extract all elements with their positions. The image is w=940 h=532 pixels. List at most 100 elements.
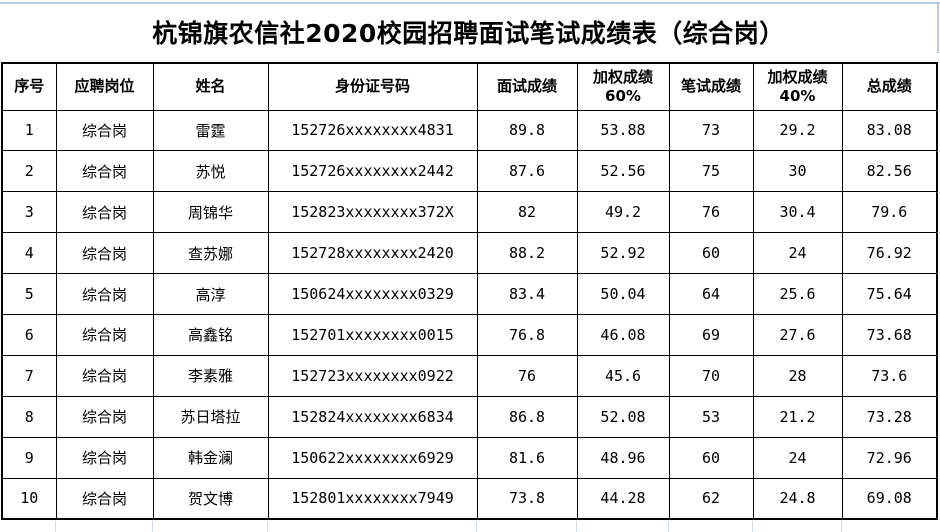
cell-total-score: 69.08 [841, 477, 938, 520]
cell-name: 查苏娜 [152, 232, 269, 275]
cell-position: 综合岗 [55, 395, 154, 438]
cell-weighted-60: 49.2 [576, 191, 670, 234]
gridline-stub [752, 521, 753, 532]
cell-interview-score: 89.8 [476, 109, 578, 152]
cell-weighted-40: 24 [752, 232, 843, 275]
cell-total-score: 75.64 [841, 273, 938, 315]
col-header-weighted-60: 加权成绩 60% [576, 62, 670, 111]
cell-interview-score: 82 [476, 191, 578, 234]
cell-weighted-60: 46.08 [576, 313, 670, 356]
gridline-stub [937, 518, 940, 519]
gridline-stub [668, 521, 669, 532]
cell-written-score: 53 [668, 395, 754, 438]
cell-index: 1 [1, 109, 57, 152]
col-header-interview-score: 面试成绩 [476, 62, 578, 111]
cell-total-score: 73.28 [841, 395, 938, 438]
gridline-stub [267, 521, 268, 532]
cell-position: 综合岗 [55, 436, 154, 479]
cell-interview-score: 86.8 [476, 395, 578, 438]
cell-id-number: 150622xxxxxxxx6929 [267, 436, 478, 479]
table-body: 1 综合岗 雷霆 152726xxxxxxxx4831 89.8 53.88 73 29.2 8… [1, 109, 938, 520]
cell-index: 3 [1, 191, 57, 234]
cell-index: 10 [1, 477, 57, 520]
gridline-stub [937, 151, 940, 152]
table-row: 10 综合岗 贺文博 152801xxxxxxxx7949 73.8 44.28 62 24.… [1, 477, 938, 520]
gridline-top [0, 2, 940, 4]
cell-weighted-60: 52.56 [576, 150, 670, 193]
cell-written-score: 60 [668, 436, 754, 479]
cell-position: 综合岗 [55, 354, 154, 397]
cell-position: 综合岗 [55, 109, 154, 152]
cell-weighted-60: 44.28 [576, 477, 670, 520]
cell-weighted-60: 45.6 [576, 354, 670, 397]
gridline-stub [937, 477, 940, 478]
cell-weighted-60: 52.08 [576, 395, 670, 438]
cell-id-number: 150624xxxxxxxx0329 [267, 273, 478, 315]
cell-position: 综合岗 [55, 477, 154, 520]
cell-written-score: 60 [668, 232, 754, 275]
cell-name: 李素雅 [152, 354, 269, 397]
table-row: 6 综合岗 高鑫铭 152701xxxxxxxx0015 76.8 46.08 69 27.6… [1, 313, 938, 356]
cell-index: 5 [1, 273, 57, 315]
cell-written-score: 75 [668, 150, 754, 193]
cell-total-score: 72.96 [841, 436, 938, 479]
gridline-stub [576, 521, 577, 532]
cell-index: 7 [1, 354, 57, 397]
cell-weighted-40: 21.2 [752, 395, 843, 438]
table-row: 5 综合岗 高淳 150624xxxxxxxx0329 83.4 50.04 64 25.6 7… [1, 273, 938, 315]
cell-name: 高鑫铭 [152, 313, 269, 356]
gridline-stub [937, 232, 940, 233]
cell-interview-score: 76.8 [476, 313, 578, 356]
cell-id-number: 152726xxxxxxxx2442 [267, 150, 478, 193]
page-title: 杭锦旗农信社2020校园招聘面试笔试成绩表（综合岗） [152, 19, 785, 48]
score-table: 序号 应聘岗位 姓名 身份证号码 面试成绩 加权成绩 60% 笔试成绩 加权成绩… [1, 62, 938, 520]
cell-weighted-40: 30.4 [752, 191, 843, 234]
cell-id-number: 152701xxxxxxxx0015 [267, 313, 478, 356]
cell-position: 综合岗 [55, 191, 154, 234]
gridline-stub [937, 110, 940, 111]
cell-weighted-40: 28 [752, 354, 843, 397]
cell-id-number: 152726xxxxxxxx4831 [267, 109, 478, 152]
cell-interview-score: 76 [476, 354, 578, 397]
cell-total-score: 83.08 [841, 109, 938, 152]
cell-position: 综合岗 [55, 150, 154, 193]
cell-id-number: 152823xxxxxxxx372X [267, 191, 478, 234]
col-header-weighted-40: 加权成绩 40% [752, 62, 843, 111]
cell-weighted-40: 24 [752, 436, 843, 479]
cell-total-score: 82.56 [841, 150, 938, 193]
gridline-stub [937, 273, 940, 274]
gridline-stub [937, 436, 940, 437]
col-header-total-score: 总成绩 [841, 62, 938, 111]
table-row: 8 综合岗 苏日塔拉 152824xxxxxxxx6834 86.8 52.08 53 21.… [1, 395, 938, 438]
cell-name: 周锦华 [152, 191, 269, 234]
cell-name: 韩金澜 [152, 436, 269, 479]
cell-weighted-60: 53.88 [576, 109, 670, 152]
table-row: 2 综合岗 苏悦 152726xxxxxxxx2442 87.6 52.56 75 30 82.… [1, 150, 938, 193]
cell-index: 9 [1, 436, 57, 479]
cell-index: 8 [1, 395, 57, 438]
cell-interview-score: 87.6 [476, 150, 578, 193]
gridline-stub [937, 192, 940, 193]
col-header-position: 应聘岗位 [55, 62, 154, 111]
gridline-stub [937, 314, 940, 315]
cell-name: 高淳 [152, 273, 269, 315]
gridline-stub [476, 521, 477, 532]
col-header-id-number: 身份证号码 [267, 62, 478, 111]
cell-written-score: 69 [668, 313, 754, 356]
cell-written-score: 62 [668, 477, 754, 520]
col-header-index: 序号 [1, 62, 57, 111]
cell-total-score: 73.6 [841, 354, 938, 397]
gridline-stub [937, 355, 940, 356]
cell-index: 4 [1, 232, 57, 275]
cell-position: 综合岗 [55, 232, 154, 275]
gridline-stub [937, 396, 940, 397]
table-row: 9 综合岗 韩金澜 150622xxxxxxxx6929 81.6 48.96 60 24 72… [1, 436, 938, 479]
header-row: 序号 应聘岗位 姓名 身份证号码 面试成绩 加权成绩 60% 笔试成绩 加权成绩… [1, 62, 938, 111]
cell-position: 综合岗 [55, 313, 154, 356]
table-row: 1 综合岗 雷霆 152726xxxxxxxx4831 89.8 53.88 73 29.2 8… [1, 109, 938, 152]
cell-written-score: 73 [668, 109, 754, 152]
cell-total-score: 73.68 [841, 313, 938, 356]
cell-id-number: 152801xxxxxxxx7949 [267, 477, 478, 520]
cell-index: 6 [1, 313, 57, 356]
cell-name: 雷霆 [152, 109, 269, 152]
